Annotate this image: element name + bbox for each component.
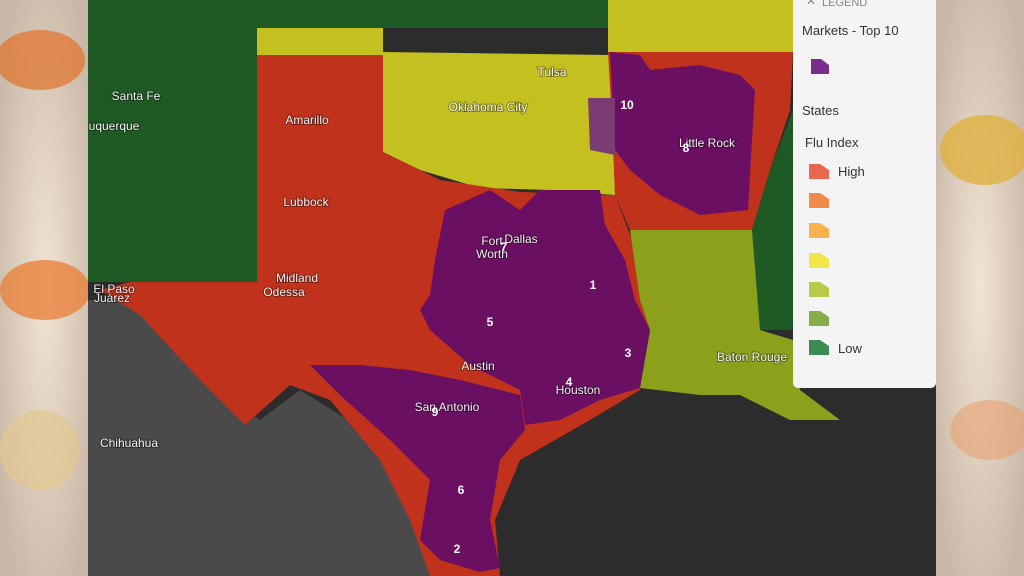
state-texas: [100, 55, 650, 576]
legend-swatch: [809, 223, 829, 238]
market-number: 9: [432, 405, 439, 419]
legend-swatch: [809, 193, 829, 208]
city-label: Dallas: [504, 232, 537, 246]
market-number: 7: [501, 240, 508, 254]
market-number: 10: [620, 98, 634, 112]
city-labels: Santa Fe uquerque Amarillo Lubbock Midla…: [88, 64, 789, 451]
legend-swatch: [809, 282, 829, 297]
city-label: Baton Rouge: [717, 350, 787, 364]
state-oklahoma: [257, 28, 615, 195]
city-label: Worth: [476, 247, 508, 261]
state-missouri: [608, 0, 793, 52]
city-label: Fort: [481, 234, 503, 248]
pill: [0, 30, 85, 90]
city-label: Austin: [461, 359, 494, 373]
legend-swatch: [809, 311, 829, 326]
market-region: [420, 190, 650, 425]
legend-swatch: [809, 340, 829, 355]
market-number: 6: [458, 483, 465, 497]
market-region: [610, 52, 755, 215]
city-label: Houston: [556, 383, 601, 397]
legend-close[interactable]: ✕: [806, 0, 816, 8]
legend-title: Flu Index: [805, 135, 859, 150]
legend-swatch: [811, 59, 829, 74]
mexico: [88, 300, 470, 576]
legend-label: High: [838, 164, 865, 179]
pill: [940, 115, 1024, 185]
city-label: Little Rock: [679, 136, 736, 150]
market-number: 1: [590, 278, 597, 292]
state-kansas-colorado: [88, 0, 608, 28]
legend: ✕ LEGEND Markets - Top 10 States Flu Ind…: [793, 0, 936, 388]
city-label: Odessa: [263, 285, 305, 299]
city-label: El Paso: [93, 282, 135, 296]
city-label: Santa Fe: [112, 89, 161, 103]
market-number: 8: [683, 141, 690, 155]
pill: [950, 400, 1024, 460]
city-label: Midland: [276, 271, 318, 285]
legend-swatch: [809, 164, 829, 179]
city-label: Oklahoma City: [449, 100, 528, 114]
pill: [0, 410, 80, 490]
legend-title: States: [802, 103, 839, 118]
market-number: 4: [566, 375, 573, 389]
state-mississippi: [752, 110, 793, 330]
city-label: Chihuahua: [100, 436, 158, 450]
market-number: 2: [454, 542, 461, 556]
city-label: Amarillo: [285, 113, 329, 127]
side-background: [936, 0, 1024, 576]
state-new-mexico: [88, 28, 257, 282]
state-louisiana: [630, 230, 840, 420]
market-number: 5: [487, 315, 494, 329]
city-label: San Antonio: [415, 400, 480, 414]
legend-label: Low: [838, 341, 862, 356]
market-number: 3: [625, 346, 632, 360]
legend-header: LEGEND: [822, 0, 867, 9]
legend-swatch: [809, 253, 829, 268]
city-label: Tulsa: [538, 65, 567, 79]
city-label: Lubbock: [283, 195, 329, 209]
market-numbers: 10 8 7 1 5 3 4 9 6 2: [432, 98, 690, 556]
pill: [0, 260, 90, 320]
legend-title: Markets - Top 10: [802, 23, 899, 38]
city-label: uquerque: [89, 119, 140, 133]
market-region: [310, 365, 525, 572]
city-label: Juárez: [94, 291, 130, 305]
market-region: [588, 98, 615, 155]
